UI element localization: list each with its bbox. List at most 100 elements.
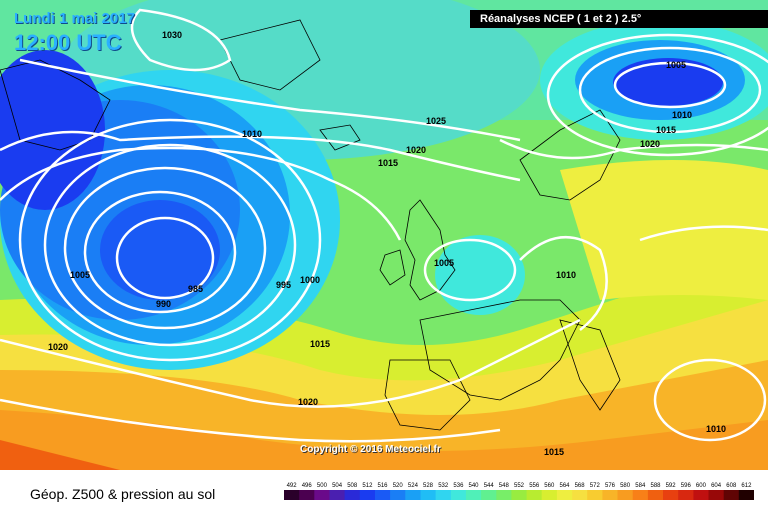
scale-value: 596	[681, 483, 692, 489]
scale-swatch	[647, 490, 664, 500]
scale-value: 528	[423, 483, 434, 489]
isobar-label: 1020	[298, 397, 318, 407]
map-caption: Géop. Z500 & pression au sol	[30, 486, 216, 502]
scale-value: 544	[484, 483, 495, 489]
isobar-1010-europe	[519, 235, 608, 331]
isobar-1005-scan	[613, 61, 727, 109]
isobar-label: 1005	[434, 258, 454, 268]
hot-corner	[0, 440, 120, 470]
scale-swatch	[390, 490, 406, 500]
scale-swatch	[465, 490, 482, 500]
source-banner: Réanalyses NCEP ( 1 et 2 ) 2.5°	[470, 10, 768, 28]
isobar-1015-east	[639, 225, 768, 242]
isobar-label: 1005	[70, 270, 90, 280]
scale-swatch	[526, 490, 543, 500]
scale-value: 576	[605, 483, 616, 489]
greenland-trough	[0, 50, 105, 210]
isobar-label: 1005	[666, 60, 686, 70]
britain-coast	[404, 199, 456, 301]
isobar-label: 995	[276, 280, 291, 290]
scale-value: 548	[499, 483, 510, 489]
scale-value: 536	[453, 483, 464, 489]
isobar-label: 1015	[378, 158, 398, 168]
scale-value: 580	[620, 483, 631, 489]
isobar-990	[63, 166, 267, 330]
uk-low	[435, 235, 525, 315]
scale-value: 584	[635, 483, 646, 489]
isobar-1010-scan	[578, 46, 762, 134]
scale-value: 552	[514, 483, 525, 489]
isobar-990b	[83, 190, 237, 314]
isobar-1000	[18, 118, 322, 362]
scale-value: 572	[590, 483, 601, 489]
isobar-label: 1020	[406, 145, 426, 155]
scale-swatch	[693, 490, 710, 500]
time-label: 12:00 UTC	[14, 30, 122, 55]
scale-value: 540	[468, 483, 479, 489]
isobar-labels: 1030 1025 1020 1015 1010 1005 1000 995 9…	[48, 30, 726, 457]
isobar-label: 1015	[310, 339, 330, 349]
scale-swatch	[541, 490, 558, 500]
date-label: Lundi 1 mai 2017	[14, 10, 135, 27]
isobar-label: 1010	[556, 270, 576, 280]
iberia-coast	[384, 359, 471, 431]
isobar-1015-scan	[546, 33, 768, 157]
scale-value: 508	[347, 483, 358, 489]
scale-value: 556	[529, 483, 540, 489]
scale-swatch	[723, 490, 740, 500]
isobar-label: 1010	[672, 110, 692, 120]
scale-swatch	[738, 490, 754, 500]
scale-value: 564	[559, 483, 570, 489]
pressure-map: 1030 1025 1020 1015 1010 1005 1000 995 9…	[0, 0, 768, 470]
scale-swatch	[314, 490, 330, 500]
scale-swatch	[663, 490, 679, 500]
italy-coast	[559, 319, 621, 411]
scale-swatch	[481, 490, 497, 500]
france-coast	[419, 299, 581, 401]
scale-swatch	[617, 490, 634, 500]
scale-swatch	[587, 490, 603, 500]
ireland-coast	[379, 249, 406, 286]
scale-value: 608	[726, 483, 737, 489]
scale-value: 496	[302, 483, 313, 489]
scale-swatch	[299, 490, 315, 500]
isobar-1030	[130, 8, 232, 72]
scale-swatch	[435, 490, 452, 500]
scale-swatch	[556, 490, 573, 500]
scale-swatch	[678, 490, 694, 500]
scale-value: 524	[408, 483, 419, 489]
scale-value: 612	[741, 483, 752, 489]
color-scale: 492 496 500 504 508 512 516 520 524 528 532 536 540 5…	[284, 483, 754, 500]
isobar-1005-uk	[423, 238, 517, 302]
map-panel: 1030 1025 1020 1015 1010 1005 1000 995 9…	[0, 0, 768, 470]
isobar-label: 1025	[426, 116, 446, 126]
arctic-islands-coast	[219, 19, 321, 91]
scale-value: 604	[711, 483, 722, 489]
isobar-label: 1010	[706, 424, 726, 434]
scale-swatch	[375, 490, 391, 500]
bottom-panel: Géop. Z500 & pression au sol 492 496 500 50…	[0, 470, 768, 512]
scale-value: 600	[696, 483, 707, 489]
scale-value: 512	[362, 483, 373, 489]
scale-swatch	[359, 490, 376, 500]
scale-value: 500	[317, 483, 328, 489]
scale-value: 592	[666, 483, 677, 489]
isobar-label: 1030	[162, 30, 182, 40]
scale-swatch	[420, 490, 437, 500]
isobar-1010-east	[653, 358, 767, 442]
isobar-lines	[0, 8, 768, 443]
scale-swatch	[572, 490, 588, 500]
scale-value: 568	[575, 483, 586, 489]
isobar-label: 1010	[242, 129, 262, 139]
isobar-label: 1015	[656, 125, 676, 135]
scale-swatch	[450, 490, 467, 500]
scale-swatch	[329, 490, 346, 500]
scale-value: 504	[332, 483, 343, 489]
warm-band-4	[0, 410, 768, 470]
isobar-1020-south	[0, 398, 501, 443]
isobar-995	[43, 143, 297, 347]
scale-swatch	[511, 490, 528, 500]
isobar-label: 990	[156, 299, 171, 309]
scale-swatch	[632, 490, 649, 500]
scale-value: 560	[544, 483, 555, 489]
